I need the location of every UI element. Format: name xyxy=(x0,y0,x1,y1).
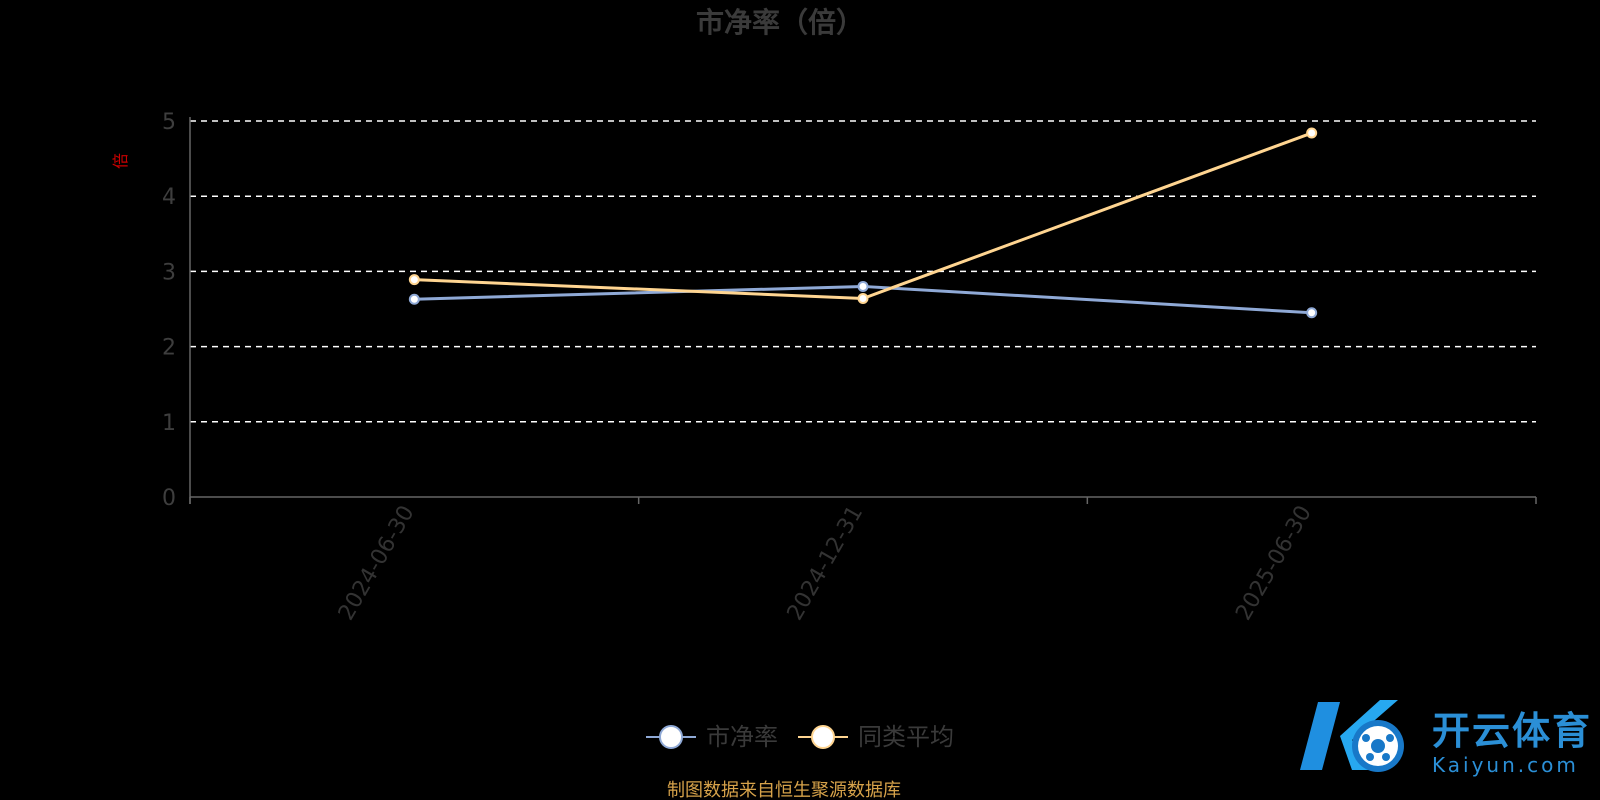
axes xyxy=(189,117,1537,504)
x-tick-label: 2025-06-30 xyxy=(1231,502,1317,625)
legend-marker xyxy=(659,725,683,749)
watermark-en: Kaiyun.com xyxy=(1432,753,1579,777)
watermark-cn: 开云体育 xyxy=(1432,709,1592,753)
y-tick-label: 1 xyxy=(162,411,176,436)
legend-marker xyxy=(811,725,835,749)
x-tick-label: 2024-12-31 xyxy=(783,502,869,625)
data-point[interactable] xyxy=(408,274,420,286)
y-tick-label: 4 xyxy=(162,185,176,210)
legend-label: 市净率 xyxy=(706,723,778,751)
y-tick-label: 3 xyxy=(162,260,176,285)
data-point[interactable] xyxy=(857,292,869,304)
series-lines xyxy=(408,127,1318,319)
series-同类平均 xyxy=(408,127,1318,304)
data-point[interactable] xyxy=(1306,127,1318,139)
legend-item[interactable]: 同类平均 xyxy=(798,723,954,751)
gridlines xyxy=(190,120,1536,423)
series-市净率 xyxy=(408,280,1318,319)
legend-label: 同类平均 xyxy=(858,723,954,751)
data-point[interactable] xyxy=(857,280,869,292)
k-football-logo-icon xyxy=(1300,700,1404,772)
y-tick-labels: 0 1 2 3 4 5 xyxy=(162,110,176,511)
watermark-logo: 开云体育 Kaiyun.com xyxy=(1300,700,1592,777)
data-point[interactable] xyxy=(1306,307,1318,319)
chart-title: 市净率（倍） xyxy=(696,6,864,39)
legend-item[interactable]: 市净率 xyxy=(646,723,778,751)
y-tick-label: 5 xyxy=(162,110,176,135)
y-tick-label: 0 xyxy=(162,486,176,511)
data-point[interactable] xyxy=(408,293,420,305)
series-line xyxy=(414,131,1313,300)
source-note: 制图数据来自恒生聚源数据库 xyxy=(667,780,901,800)
x-tick-labels: 2024-06-30 2024-12-31 2025-06-30 xyxy=(334,502,1317,625)
y-axis-label: 倍 xyxy=(111,153,130,169)
x-tick-label: 2024-06-30 xyxy=(334,502,420,625)
y-tick-label: 2 xyxy=(162,336,176,361)
legend[interactable]: 市净率 同类平均 xyxy=(646,723,954,751)
